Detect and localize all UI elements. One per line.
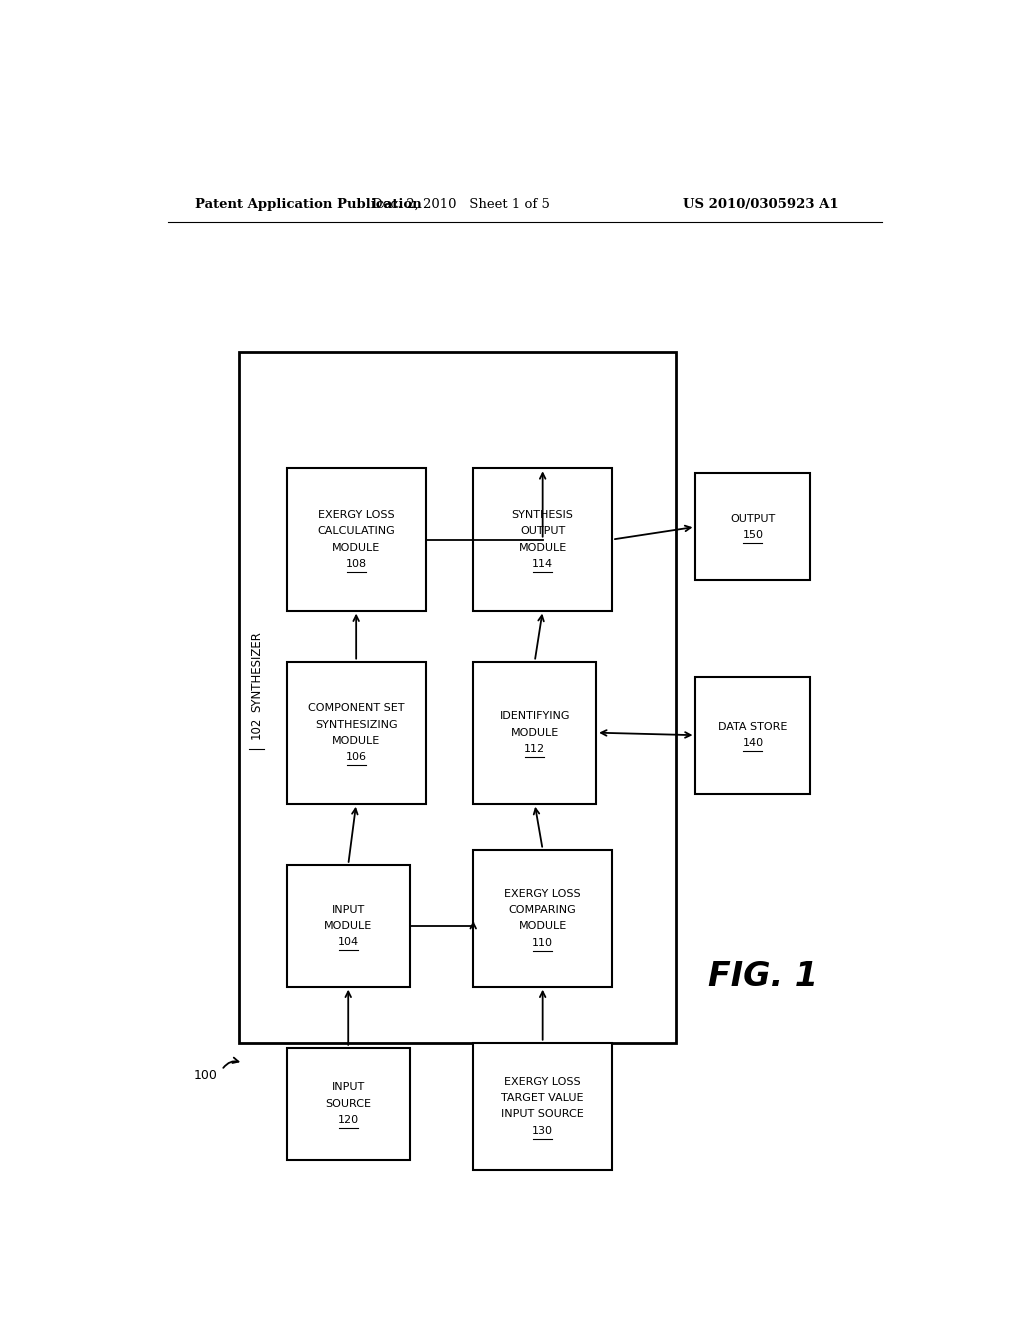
Bar (240, 351, 676, 1043)
Text: MODULE: MODULE (518, 921, 566, 932)
Text: 120: 120 (338, 1115, 358, 1125)
Text: 108: 108 (345, 558, 367, 569)
Text: 104: 104 (338, 937, 358, 946)
Bar (287, 865, 410, 987)
Text: 112: 112 (524, 744, 546, 754)
Bar (473, 661, 596, 804)
Text: EXERGY LOSS: EXERGY LOSS (505, 888, 581, 899)
Text: Patent Application Publication: Patent Application Publication (196, 198, 422, 211)
Bar (473, 469, 612, 611)
Text: SOURCE: SOURCE (326, 1098, 372, 1109)
Text: EXERGY LOSS: EXERGY LOSS (317, 510, 394, 520)
Text: US 2010/0305923 A1: US 2010/0305923 A1 (683, 198, 839, 211)
Text: MODULE: MODULE (518, 543, 566, 553)
Bar (287, 1048, 410, 1159)
Text: COMPARING: COMPARING (509, 906, 577, 915)
Bar (695, 677, 811, 793)
Text: MODULE: MODULE (511, 727, 559, 738)
Bar (695, 474, 811, 581)
Bar (473, 850, 612, 987)
Text: 106: 106 (346, 752, 367, 762)
Text: CALCULATING: CALCULATING (317, 527, 395, 536)
Text: SYNTHESIZER: SYNTHESIZER (250, 631, 263, 711)
Text: SYNTHESIZING: SYNTHESIZING (314, 719, 397, 730)
Bar (287, 661, 426, 804)
Text: TARGET VALUE: TARGET VALUE (502, 1093, 584, 1104)
Text: COMPONENT SET: COMPONENT SET (308, 704, 404, 713)
Text: MODULE: MODULE (325, 921, 373, 931)
Bar (287, 469, 426, 611)
Text: MODULE: MODULE (332, 735, 380, 746)
Text: 110: 110 (532, 937, 553, 948)
Bar (473, 1043, 612, 1170)
Text: MODULE: MODULE (332, 543, 380, 553)
Text: OUTPUT: OUTPUT (730, 513, 775, 524)
Text: 140: 140 (742, 738, 764, 748)
Text: 150: 150 (742, 529, 764, 540)
Text: IDENTIFYING: IDENTIFYING (500, 711, 570, 722)
Text: INPUT: INPUT (332, 1082, 365, 1093)
Text: DATA STORE: DATA STORE (718, 722, 787, 733)
Text: INPUT SOURCE: INPUT SOURCE (502, 1109, 584, 1119)
Text: 130: 130 (532, 1126, 553, 1135)
Text: 102: 102 (250, 717, 263, 739)
Text: OUTPUT: OUTPUT (520, 527, 565, 536)
Text: SYNTHESIS: SYNTHESIS (512, 510, 573, 520)
Text: 114: 114 (532, 558, 553, 569)
Text: FIG. 1: FIG. 1 (708, 960, 818, 993)
Text: INPUT: INPUT (332, 904, 365, 915)
Text: Dec. 2, 2010   Sheet 1 of 5: Dec. 2, 2010 Sheet 1 of 5 (373, 198, 550, 211)
Text: 100: 100 (194, 1069, 218, 1081)
Text: EXERGY LOSS: EXERGY LOSS (505, 1077, 581, 1086)
